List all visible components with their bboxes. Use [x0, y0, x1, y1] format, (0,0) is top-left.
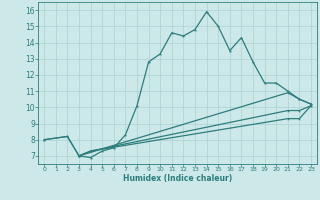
- X-axis label: Humidex (Indice chaleur): Humidex (Indice chaleur): [123, 174, 232, 183]
